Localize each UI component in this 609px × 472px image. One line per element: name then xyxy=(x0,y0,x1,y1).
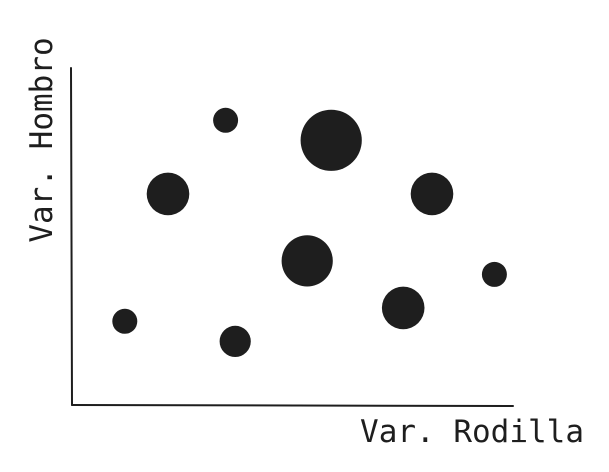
data-point-6 xyxy=(300,109,362,171)
data-point-5 xyxy=(281,235,333,287)
data-point-8 xyxy=(410,172,454,216)
y-axis-line xyxy=(70,67,73,406)
data-points xyxy=(112,107,507,357)
data-point-2 xyxy=(146,172,190,216)
data-point-3 xyxy=(213,107,239,133)
data-point-7 xyxy=(381,286,425,330)
data-point-1 xyxy=(112,308,138,334)
x-axis-line xyxy=(71,404,514,407)
data-point-4 xyxy=(219,325,251,357)
data-point-9 xyxy=(481,261,507,287)
x-axis-label: Var. Rodilla xyxy=(360,414,584,450)
y-axis-label: Var. Hombro xyxy=(24,37,60,242)
